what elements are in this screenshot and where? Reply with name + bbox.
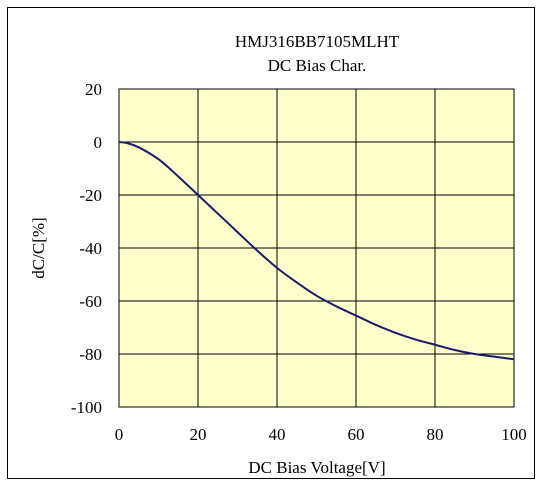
x-tick-label: 60 bbox=[348, 425, 365, 444]
x-axis-ticks: 0 20 40 60 80 100 bbox=[115, 425, 527, 444]
y-axis-label: dC/C[%] bbox=[29, 217, 48, 278]
x-tick-label: 0 bbox=[115, 425, 124, 444]
x-tick-label: 80 bbox=[427, 425, 444, 444]
y-tick-label: -40 bbox=[79, 239, 102, 258]
series-line bbox=[118, 141, 515, 361]
y-tick-label: 0 bbox=[94, 133, 103, 152]
chart-subtitle: DC Bias Char. bbox=[268, 56, 367, 75]
x-axis-label: DC Bias Voltage[V] bbox=[248, 458, 385, 477]
grid bbox=[119, 89, 514, 407]
y-tick-label: -20 bbox=[79, 186, 102, 205]
y-tick-label: -100 bbox=[71, 398, 102, 417]
x-tick-label: 20 bbox=[190, 425, 207, 444]
x-tick-label: 100 bbox=[501, 425, 527, 444]
y-tick-label: 20 bbox=[85, 80, 102, 99]
y-tick-label: -60 bbox=[79, 292, 102, 311]
y-tick-label: -80 bbox=[79, 345, 102, 364]
x-tick-label: 40 bbox=[269, 425, 286, 444]
chart-title: HMJ316BB7105MLHT bbox=[235, 32, 400, 51]
y-axis-ticks: 20 0 -20 -40 -60 -80 -100 bbox=[71, 80, 102, 417]
